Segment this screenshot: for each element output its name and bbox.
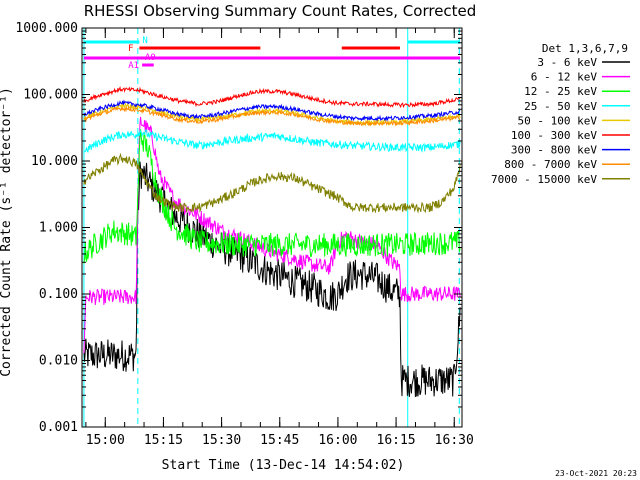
x-tick-label-2: 15:30 xyxy=(202,433,241,448)
legend-label-4: 50 - 100 keV xyxy=(518,114,598,127)
x-tick-label-1: 15:15 xyxy=(144,433,183,448)
series-line-5 xyxy=(83,85,461,109)
legend-label-3: 25 - 50 keV xyxy=(524,100,597,113)
chart-title: RHESSI Observing Summary Count Rates, Co… xyxy=(84,2,477,20)
plot-frame xyxy=(81,27,463,428)
series-line-1 xyxy=(83,116,461,354)
y-tick-label-1: 100.000 xyxy=(23,88,78,103)
series-line-2 xyxy=(83,129,461,264)
state-label-2: F xyxy=(128,44,133,54)
y-tick-label-4: 0.100 xyxy=(39,287,78,302)
date-stamp: 23-Oct-2021 20:23 xyxy=(555,469,637,478)
x-tick-label-4: 16:00 xyxy=(318,433,357,448)
state-label-5: A1 xyxy=(128,61,139,71)
legend-label-5: 100 - 300 keV xyxy=(511,129,597,142)
attenuator-bars: NF A1 A0 xyxy=(83,36,461,71)
legend-label-8: 7000 - 15000 keV xyxy=(491,173,597,186)
legend-label-1: 6 - 12 keV xyxy=(531,71,598,84)
plot-axes: 1000.000 100.000 10.000 1.000 0.100 0.010 0.00… xyxy=(15,21,473,448)
legend-label-2: 12 - 25 keV xyxy=(524,85,597,98)
series-line-7 xyxy=(83,105,461,127)
legend-title: Det 1,3,6,7,9 xyxy=(542,42,628,55)
series-line-0 xyxy=(83,161,461,398)
y-tick-label-0: 1000.000 xyxy=(15,21,78,36)
series-line-3 xyxy=(83,129,461,154)
x-tick-label-3: 15:45 xyxy=(260,433,299,448)
y-tick-label-2: 10.000 xyxy=(31,154,78,169)
y-axis-label: Corrected Count Rate (s⁻¹ detector⁻¹) xyxy=(0,87,14,377)
legend-label-0: 3 - 6 keV xyxy=(537,56,597,69)
x-tick-label-5: 16:15 xyxy=(377,433,416,448)
series-line-6 xyxy=(83,99,461,122)
x-axis-label: Start Time (13-Dec-14 14:54:02) xyxy=(162,458,405,473)
legend-label-7: 800 - 7000 keV xyxy=(504,158,597,171)
series-line-8 xyxy=(83,152,461,214)
state-label-6: A0 xyxy=(145,53,156,63)
y-tick-label-6: 0.001 xyxy=(39,420,78,435)
y-tick-label-3: 1.000 xyxy=(39,221,78,236)
series-group xyxy=(83,85,461,398)
y-tick-label-5: 0.010 xyxy=(39,354,78,369)
x-tick-label-6: 16:30 xyxy=(435,433,474,448)
legend-label-6: 300 - 800 keV xyxy=(511,144,597,157)
state-label-0: N xyxy=(142,36,147,46)
x-tick-label-0: 15:00 xyxy=(86,433,125,448)
